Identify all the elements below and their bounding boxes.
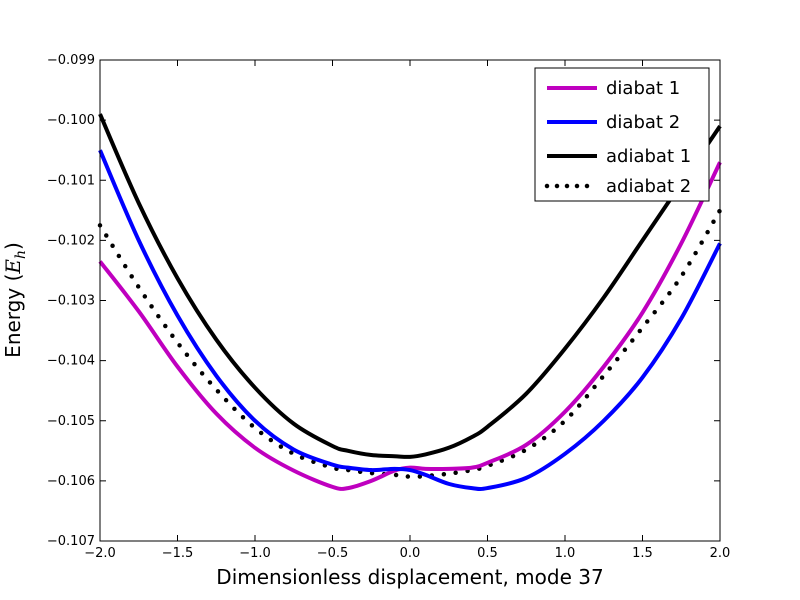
y-tick-label: −0.100 <box>47 113 95 128</box>
legend-label-adiabat-2: adiabat 2 <box>606 176 691 197</box>
y-tick-label: −0.104 <box>47 354 95 369</box>
series-line-diabat-2 <box>98 149 722 492</box>
legend-label-adiabat-1: adiabat 1 <box>606 146 691 167</box>
x-tick-label: 0.0 <box>400 546 421 561</box>
y-axis-label: Energy (Eh) <box>1 242 29 358</box>
series-line-diabat-1 <box>98 161 722 491</box>
x-tick-label: −2.0 <box>84 546 116 561</box>
x-tick-label: 1.0 <box>555 546 576 561</box>
plot-frame <box>99 59 721 542</box>
x-tick-label: −1.0 <box>239 546 271 561</box>
legend-box <box>534 67 710 202</box>
y-tick-label: −0.101 <box>47 173 95 188</box>
legend: diabat 1 diabat 2 adiabat 1 adiabat 2 <box>534 67 710 202</box>
series-line-adiabat-1 <box>98 113 722 459</box>
x-tick-labels: −2.0 −1.5 −1.0 −0.5 0.0 0.5 1.0 1.5 2.0 <box>84 546 730 561</box>
y-tick-label: −0.106 <box>47 474 95 489</box>
y-tick-label: −0.102 <box>47 233 95 248</box>
legend-label-diabat-2: diabat 2 <box>606 112 680 133</box>
x-tick-label: 0.5 <box>477 546 498 561</box>
x-tick-label: −1.5 <box>162 546 194 561</box>
x-tick-label: 1.5 <box>632 546 653 561</box>
y-tick-label: −0.099 <box>47 53 95 68</box>
series-line-adiabat-2 <box>97 208 723 479</box>
legend-label-diabat-1: diabat 1 <box>606 78 680 99</box>
y-tick-label: −0.103 <box>47 294 95 309</box>
x-axis-label: Dimensionless displacement, mode 37 <box>216 565 603 589</box>
y-tick-label: −0.105 <box>47 414 95 429</box>
x-tick-label: 2.0 <box>710 546 731 561</box>
y-tick-label: −0.107 <box>47 534 95 549</box>
y-tick-labels: −0.107 −0.106 −0.105 −0.104 −0.103 −0.102 −0.1… <box>47 53 95 549</box>
x-tick-label: −0.5 <box>317 546 349 561</box>
plot-area-series <box>97 113 723 492</box>
